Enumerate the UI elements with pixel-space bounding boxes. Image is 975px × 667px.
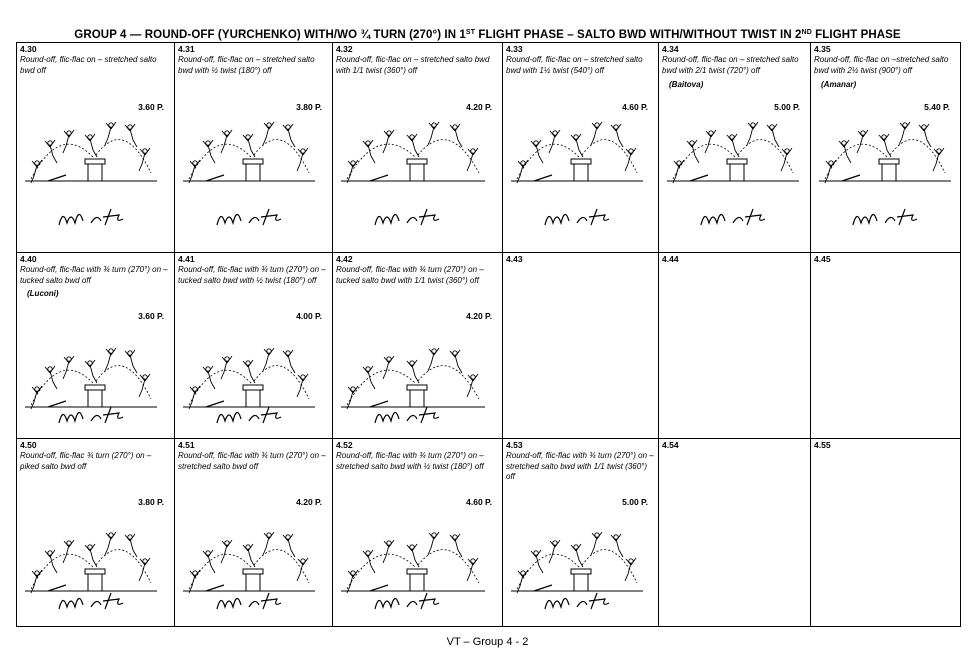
difficulty-value: 3.80 P. (296, 102, 322, 112)
vault-symbol (215, 403, 285, 432)
page-footer: VT – Group 4 - 2 (446, 636, 529, 648)
element-description: Round-off, flic-flac on – stretched salt… (662, 55, 799, 75)
element-cell: 4.54 (658, 438, 811, 627)
element-code: 4.50 (20, 440, 37, 450)
element-description: Round-off, flic-flac with ¾ turn (270°) … (336, 265, 484, 285)
difficulty-value: 3.60 P. (138, 102, 164, 112)
element-description: Round-off, flic-flac with ¾ turn (270°) … (336, 451, 484, 471)
vault-drawing (667, 117, 805, 189)
difficulty-value: 4.20 P. (466, 102, 492, 112)
element-code: 4.45 (814, 254, 831, 264)
element-code: 4.54 (662, 440, 679, 450)
element-code: 4.41 (178, 254, 195, 264)
difficulty-value: 4.60 P. (622, 102, 648, 112)
difficulty-value: 3.60 P. (138, 311, 164, 321)
element-description: Round-off, flic-flac with ¾ turn (270°) … (20, 265, 168, 285)
element-cell: 4.40 Round-off, flic-flac with ¾ turn (27… (16, 252, 175, 439)
vault-symbol (373, 589, 443, 618)
difficulty-value: 4.20 P. (296, 497, 322, 507)
gymnast-name: (Amanar) (821, 80, 857, 89)
element-cell: 4.52 Round-off, flic-flac with ¾ turn (27… (332, 438, 503, 627)
vault-drawing (341, 527, 491, 599)
vault-drawing (341, 117, 491, 189)
difficulty-value: 5.00 P. (622, 497, 648, 507)
table-row: 4.50 Round-off, flic-flac ¾ turn (270°) o… (16, 438, 961, 627)
element-code: 4.43 (506, 254, 523, 264)
element-cell: 4.31 Round-off, flic-flac on – stretched … (174, 42, 333, 253)
element-table: 4.30 Round-off, flic-flac on – stretched … (16, 42, 961, 627)
element-cell: 4.45 (810, 252, 961, 439)
element-description: Round-off, flic-flac with ¾ turn (270°) … (178, 451, 326, 471)
vault-symbol (215, 205, 285, 234)
vault-symbol (851, 205, 921, 234)
vault-drawing (183, 527, 321, 599)
table-row: 4.40 Round-off, flic-flac with ¾ turn (27… (16, 252, 961, 439)
element-cell: 4.44 (658, 252, 811, 439)
element-description: Round-off, flic-flac on –stretched salto… (814, 55, 949, 75)
vault-drawing (511, 117, 649, 189)
vault-drawing (183, 117, 321, 189)
vault-drawing (819, 117, 957, 189)
vault-symbol (699, 205, 769, 234)
element-code: 4.31 (178, 44, 195, 54)
element-cell: 4.32 Round-off, flic-flac on – stretched … (332, 42, 503, 253)
element-code: 4.51 (178, 440, 195, 450)
vault-drawing (25, 527, 163, 599)
element-cell: 4.55 (810, 438, 961, 627)
difficulty-value: 4.00 P. (296, 311, 322, 321)
element-cell: 4.51 Round-off, flic-flac with ¾ turn (27… (174, 438, 333, 627)
element-cell: 4.43 (502, 252, 659, 439)
difficulty-value: 3.80 P. (138, 497, 164, 507)
element-code: 4.33 (506, 44, 523, 54)
element-code: 4.44 (662, 254, 679, 264)
element-cell: 4.33 Round-off, flic-flac on – stretched … (502, 42, 659, 253)
element-description: Round-off, flic-flac on – stretched salt… (20, 55, 157, 75)
vault-symbol (373, 205, 443, 234)
element-cell: 4.34 Round-off, flic-flac on – stretched … (658, 42, 811, 253)
element-code: 4.53 (506, 440, 523, 450)
vault-symbol (57, 403, 127, 432)
element-code: 4.42 (336, 254, 353, 264)
element-description: Round-off, flic-flac on – stretched salt… (506, 55, 643, 75)
element-code: 4.32 (336, 44, 353, 54)
gymnast-name: (Luconi) (27, 289, 59, 298)
vault-drawing (183, 343, 321, 415)
table-row: 4.30 Round-off, flic-flac on – stretched … (16, 42, 961, 253)
element-cell: 4.35 Round-off, flic-flac on –stretched s… (810, 42, 961, 253)
difficulty-value: 5.40 P. (924, 102, 950, 112)
element-description: Round-off, flic-flac on – stretched salt… (178, 55, 315, 75)
vault-symbol (543, 589, 613, 618)
element-code: 4.30 (20, 44, 37, 54)
vault-symbol (215, 589, 285, 618)
element-code: 4.55 (814, 440, 831, 450)
difficulty-value: 4.60 P. (466, 497, 492, 507)
vault-symbol (543, 205, 613, 234)
element-code: 4.34 (662, 44, 679, 54)
vault-symbol (373, 403, 443, 432)
element-cell: 4.41 Round-off, flic-flac with ¾ turn (27… (174, 252, 333, 439)
vault-drawing (341, 343, 491, 415)
element-description: Round-off, flic-flac with ¾ turn (270°) … (178, 265, 326, 285)
gymnast-name: (Baitova) (669, 80, 704, 89)
element-cell: 4.50 Round-off, flic-flac ¾ turn (270°) o… (16, 438, 175, 627)
element-code: 4.35 (814, 44, 831, 54)
element-description: Round-off, flic-flac on – stretched salt… (336, 55, 490, 75)
page-title: GROUP 4 — ROUND-OFF (YURCHENKO) WITH/WO … (74, 29, 901, 41)
element-cell: 4.30 Round-off, flic-flac on – stretched … (16, 42, 175, 253)
difficulty-value: 4.20 P. (466, 311, 492, 321)
element-description: Round-off, flic-flac with ¾ turn (270°) … (506, 451, 654, 481)
element-code: 4.52 (336, 440, 353, 450)
difficulty-value: 5.00 P. (774, 102, 800, 112)
element-cell: 4.53 Round-off, flic-flac with ¾ turn (27… (502, 438, 659, 627)
vault-drawing (25, 343, 163, 415)
vault-drawing (25, 117, 163, 189)
vault-symbol (57, 205, 127, 234)
vault-symbol (57, 589, 127, 618)
element-description: Round-off, flic-flac ¾ turn (270°) on – … (20, 451, 152, 471)
element-cell: 4.42 Round-off, flic-flac with ¾ turn (27… (332, 252, 503, 439)
element-code: 4.40 (20, 254, 37, 264)
vault-drawing (511, 527, 649, 599)
